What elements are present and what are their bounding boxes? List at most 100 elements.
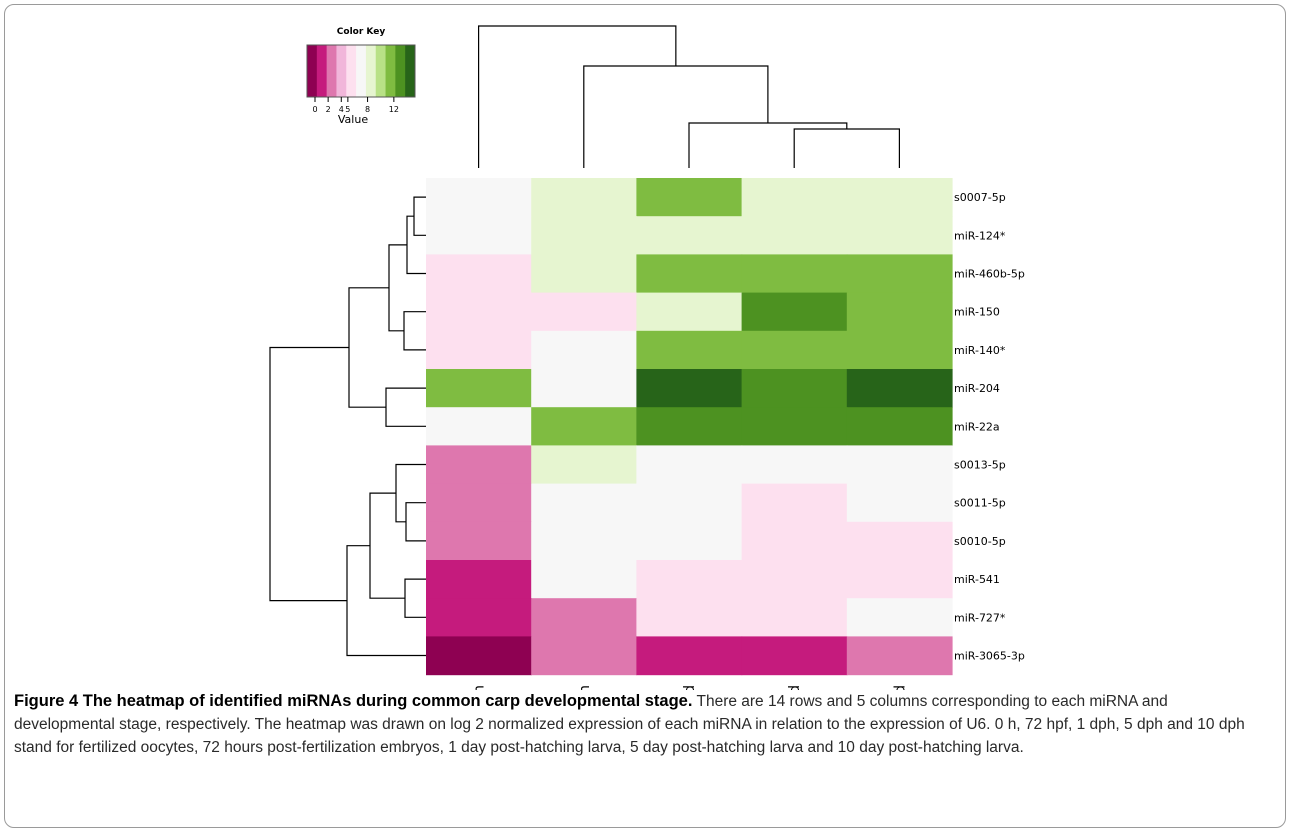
row-label: miR-727*: [954, 611, 1006, 624]
heatmap-cell: [426, 521, 532, 561]
heatmap-cells: [426, 178, 953, 676]
heatmap-cell: [636, 330, 743, 370]
heatmap-cell: [846, 598, 953, 637]
heatmap-cell: [531, 560, 637, 599]
heatmap-cell: [741, 483, 848, 523]
heatmap-cell: [636, 178, 743, 217]
heatmap-cell: [636, 560, 743, 599]
column-label: 72h: [472, 685, 488, 690]
column-label: 10d: [787, 685, 803, 690]
heatmap-cell: [426, 330, 532, 370]
heatmap-cell: [531, 445, 637, 485]
column-label: 0h: [577, 685, 593, 690]
heatmap-figure: Color Key 0 2 4 5 8 12 Value s0007-5p miR-124*…: [269, 25, 1025, 690]
row-label: miR-460b-5p: [954, 268, 1025, 281]
color-key-swatch: [395, 45, 406, 97]
heatmap-cell: [531, 598, 637, 637]
heatmap-cell: [741, 598, 848, 637]
heatmap-cell: [846, 521, 953, 561]
row-label: miR-22a: [954, 420, 1000, 433]
heatmap-cell: [531, 369, 637, 408]
heatmap-cell: [741, 445, 848, 485]
column-label: 1d: [682, 685, 698, 690]
heatmap-cell: [426, 483, 532, 523]
color-key-swatch: [356, 45, 367, 97]
heatmap-cell: [636, 445, 743, 485]
heatmap-cell: [531, 407, 637, 446]
color-key-tick-label: 12: [389, 105, 399, 114]
heatmap-cell: [846, 445, 953, 485]
row-labels: s0007-5p miR-124* miR-460b-5p miR-150 miR-14…: [954, 191, 1025, 662]
dendrogram-branch: [793, 128, 900, 168]
heatmap-cell: [426, 407, 532, 446]
heatmap-cell: [741, 254, 848, 294]
heatmap-cell: [636, 369, 743, 408]
row-label: miR-3065-3p: [954, 650, 1025, 663]
dendrogram-branch: [369, 492, 405, 599]
dendrogram-branch: [406, 215, 426, 275]
dendrogram-branch: [413, 196, 426, 236]
dendrogram-branch: [348, 287, 389, 408]
heatmap-cell: [531, 330, 637, 370]
color-key-swatch: [375, 45, 386, 97]
row-label: miR-124*: [954, 229, 1006, 242]
heatmap-cell: [636, 254, 743, 294]
color-key-tick-label: 0: [312, 105, 317, 114]
heatmap-cell: [741, 178, 848, 217]
heatmap-cell: [741, 521, 848, 561]
color-key-swatch: [405, 45, 416, 97]
heatmap-cell: [426, 292, 532, 332]
color-key-swatch: [326, 45, 337, 97]
color-key-swatch: [336, 45, 347, 97]
heatmap-cell: [531, 254, 637, 294]
color-key-swatch: [346, 45, 357, 97]
heatmap-cell: [636, 292, 743, 332]
heatmap-cell: [741, 636, 848, 676]
color-key-tick-label: 5: [345, 105, 350, 114]
dendrogram-branch: [404, 578, 426, 618]
heatmap-cell: [846, 216, 953, 255]
heatmap-cell: [426, 254, 532, 294]
heatmap-cell: [846, 254, 953, 294]
dendrogram-branch: [688, 122, 848, 168]
caption-text: There are 14 rows and 5 columns correspo…: [14, 693, 1245, 756]
dendrogram-branch: [395, 463, 426, 523]
heatmap-cell: [531, 216, 637, 255]
heatmap-cell: [741, 330, 848, 370]
heatmap-cell: [426, 560, 532, 599]
heatmap-cell: [846, 369, 953, 408]
heatmap-cell: [531, 292, 637, 332]
heatmap-cell: [741, 560, 848, 599]
heatmap-cell: [636, 636, 743, 676]
color-key-swatch: [385, 45, 396, 97]
heatmap-cell: [531, 483, 637, 523]
heatmap-cell: [636, 407, 743, 446]
heatmap-cell: [426, 636, 532, 676]
heatmap-cell: [636, 521, 743, 561]
row-label: s0011-5p: [954, 497, 1006, 510]
heatmap-cell: [636, 483, 743, 523]
row-label: miR-150: [954, 306, 1000, 319]
heatmap-cell: [531, 636, 637, 676]
row-label: miR-204: [954, 382, 1000, 395]
row-dendrogram: [269, 196, 426, 657]
dendrogram-branch: [478, 25, 677, 168]
heatmap-cell: [636, 598, 743, 637]
heatmap-cell: [846, 407, 953, 446]
heatmap-cell: [426, 445, 532, 485]
heatmap-cell: [741, 216, 848, 255]
heatmap-cell: [426, 178, 532, 217]
dendrogram-branch: [385, 387, 426, 427]
color-key-swatch: [307, 45, 318, 97]
heatmap-cell: [426, 216, 532, 255]
heatmap-cell: [741, 292, 848, 332]
dendrogram-branch: [583, 65, 769, 168]
color-key-frame: [306, 44, 416, 98]
color-key-swatch: [316, 45, 328, 97]
color-key-title: Color Key: [337, 27, 386, 37]
row-label: s0007-5p: [954, 191, 1006, 204]
heatmap-cell: [846, 178, 953, 217]
dendrogram-branch: [405, 502, 426, 542]
dendrogram-branch: [403, 311, 426, 351]
color-key-xlabel: Value: [338, 113, 368, 126]
